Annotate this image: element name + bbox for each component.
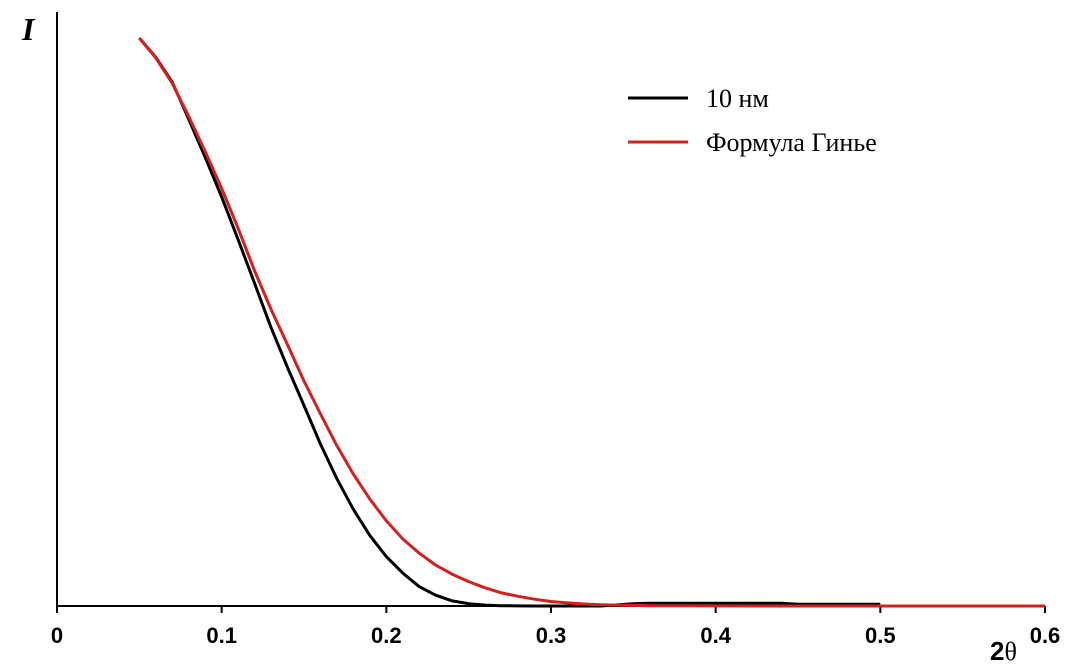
axes bbox=[56, 12, 1045, 607]
x-tick-labels: 0 0.1 0.2 0.3 0.4 0.5 0.6 bbox=[51, 623, 1060, 648]
x-tick-label: 0.5 bbox=[865, 623, 896, 648]
y-axis-label: I bbox=[21, 11, 36, 47]
legend-label-series-1: 10 нм bbox=[706, 84, 769, 113]
x-tick-label: 0.6 bbox=[1030, 623, 1061, 648]
x-tick-label: 0.2 bbox=[371, 623, 402, 648]
x-tick-label: 0.4 bbox=[700, 623, 731, 648]
x-axis-label-theta: θ bbox=[1004, 637, 1016, 665]
series-line-2 bbox=[138, 37, 1045, 608]
x-tick-label: 0.1 bbox=[206, 623, 237, 648]
legend: 10 нм Формула Гинье bbox=[628, 84, 877, 157]
series-layer bbox=[138, 37, 1045, 608]
legend-label-series-2: Формула Гинье bbox=[706, 128, 877, 157]
x-tick-label: 0 bbox=[51, 623, 63, 648]
x-axis-label-number: 2 bbox=[990, 636, 1004, 665]
x-tick-label: 0.3 bbox=[536, 623, 567, 648]
series-line-1 bbox=[138, 37, 881, 608]
x-axis-label: 2θ bbox=[990, 636, 1017, 665]
